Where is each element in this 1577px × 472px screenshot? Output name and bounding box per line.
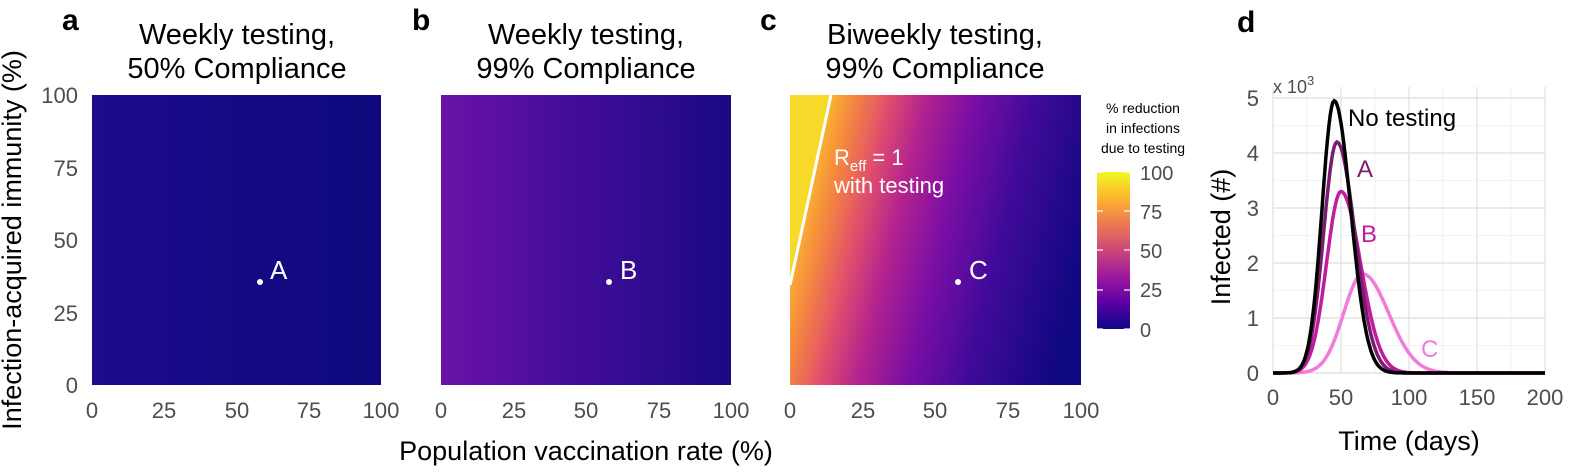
panel-d-curves [1273, 98, 1545, 375]
panel-c: c Biweekly testing, 99% Compliance Reff … [760, 4, 1185, 423]
y-tick-100: 100 [41, 83, 78, 108]
point-a-label: A [270, 255, 288, 285]
heatmap-c [790, 95, 1081, 385]
x-tick-c-50: 50 [923, 398, 947, 423]
point-c-marker [955, 279, 961, 285]
x-tick-a-100: 100 [363, 398, 400, 423]
point-a-marker [257, 279, 263, 285]
heatmap-a [92, 95, 381, 385]
legend-tick-50: 50 [1140, 241, 1162, 263]
y-tick-0: 0 [66, 373, 78, 398]
series-label-c: C [1421, 336, 1438, 363]
x-tick-d-200: 200 [1527, 385, 1564, 410]
x-tick-b-100: 100 [713, 398, 750, 423]
legend-tick-0: 0 [1140, 320, 1151, 342]
point-b-label: B [620, 255, 637, 285]
x-tick-b-0: 0 [435, 398, 447, 423]
y-tick-d-5: 5 [1247, 86, 1259, 111]
x-tick-d-0: 0 [1267, 385, 1279, 410]
x-tick-a-75: 75 [297, 398, 321, 423]
x-axis-label: Population vaccination rate (%) [399, 436, 773, 466]
point-b-marker [606, 279, 612, 285]
panel-a-title-line2: 50% Compliance [127, 53, 346, 85]
panel-b-title-line1: Weekly testing, [488, 19, 684, 51]
x-tick-a-0: 0 [86, 398, 98, 423]
colorbar-legend: % reduction in infections due to testing… [1097, 100, 1185, 342]
x-tick-d-150: 150 [1459, 385, 1496, 410]
x-tick-c-25: 25 [851, 398, 875, 423]
y-tick-75: 75 [54, 156, 78, 181]
panel-c-title-line1: Biweekly testing, [827, 19, 1043, 51]
y-tick-d-0: 0 [1247, 361, 1259, 386]
panel-d-x-ticks: 0 50 100 150 200 [1267, 385, 1563, 410]
y-axis-label-d: Infected (#) [1206, 169, 1236, 306]
panel-a-title-line1: Weekly testing, [139, 19, 335, 51]
y-tick-d-2: 2 [1247, 251, 1259, 276]
panel-c-x-ticks: 0 25 50 75 100 [784, 398, 1099, 423]
reff-annotation: Reff = 1 [834, 145, 904, 175]
series-label-b: B [1361, 221, 1377, 248]
panel-letter-c: c [760, 4, 777, 37]
x-tick-b-75: 75 [647, 398, 671, 423]
point-c-label: C [969, 255, 988, 285]
heatmap-b [441, 95, 731, 385]
x-tick-b-25: 25 [502, 398, 526, 423]
x-axis-label-d: Time (days) [1338, 426, 1480, 456]
legend-title-line2: in infections [1106, 120, 1180, 136]
panel-a-y-ticks: 0 25 50 75 100 [41, 83, 78, 398]
x-tick-a-50: 50 [225, 398, 249, 423]
panel-b: b Weekly testing, 99% Compliance B 0 25 … [412, 4, 749, 423]
y-tick-50: 50 [54, 228, 78, 253]
panel-a-x-ticks: 0 25 50 75 100 [86, 398, 399, 423]
x-tick-d-100: 100 [1391, 385, 1428, 410]
y-tick-25: 25 [54, 301, 78, 326]
x-tick-c-75: 75 [996, 398, 1020, 423]
series-line-no-testing [1273, 98, 1545, 375]
legend-tick-25: 25 [1140, 280, 1162, 302]
series-label-a: A [1357, 156, 1373, 183]
reff-annotation-line2: with testing [833, 173, 944, 198]
legend-tick-100: 100 [1140, 163, 1173, 185]
y-axis-label: Infection-acquired immunity (%) [0, 50, 27, 430]
series-label-no-testing: No testing [1348, 105, 1456, 132]
panel-letter-d: d [1237, 6, 1255, 39]
x-tick-d-50: 50 [1329, 385, 1353, 410]
panel-a: a Weekly testing, 50% Compliance A 0 25 … [0, 4, 399, 430]
y-tick-d-3: 3 [1247, 196, 1259, 221]
y-tick-d-4: 4 [1247, 141, 1259, 166]
x-tick-c-0: 0 [784, 398, 796, 423]
panel-letter-a: a [62, 4, 79, 37]
y-tick-d-1: 1 [1247, 306, 1259, 331]
panel-letter-b: b [412, 4, 430, 37]
x-tick-c-100: 100 [1063, 398, 1100, 423]
panel-d-y-ticks: 0 1 2 3 4 5 [1247, 86, 1259, 386]
panel-b-title-line2: 99% Compliance [476, 53, 695, 85]
panel-d: d x 103 0 50 100 150 200 0 1 2 3 4 5 Tim… [1206, 6, 1563, 456]
panel-c-title-line2: 99% Compliance [825, 53, 1044, 85]
legend-title-line1: % reduction [1106, 100, 1180, 116]
y-multiplier: x 103 [1273, 73, 1314, 97]
legend-tick-75: 75 [1140, 202, 1162, 224]
reff-line [788, 94, 833, 286]
panel-b-x-ticks: 0 25 50 75 100 [435, 398, 749, 423]
x-tick-a-25: 25 [152, 398, 176, 423]
x-tick-b-50: 50 [574, 398, 598, 423]
legend-title-line3: due to testing [1101, 140, 1185, 156]
